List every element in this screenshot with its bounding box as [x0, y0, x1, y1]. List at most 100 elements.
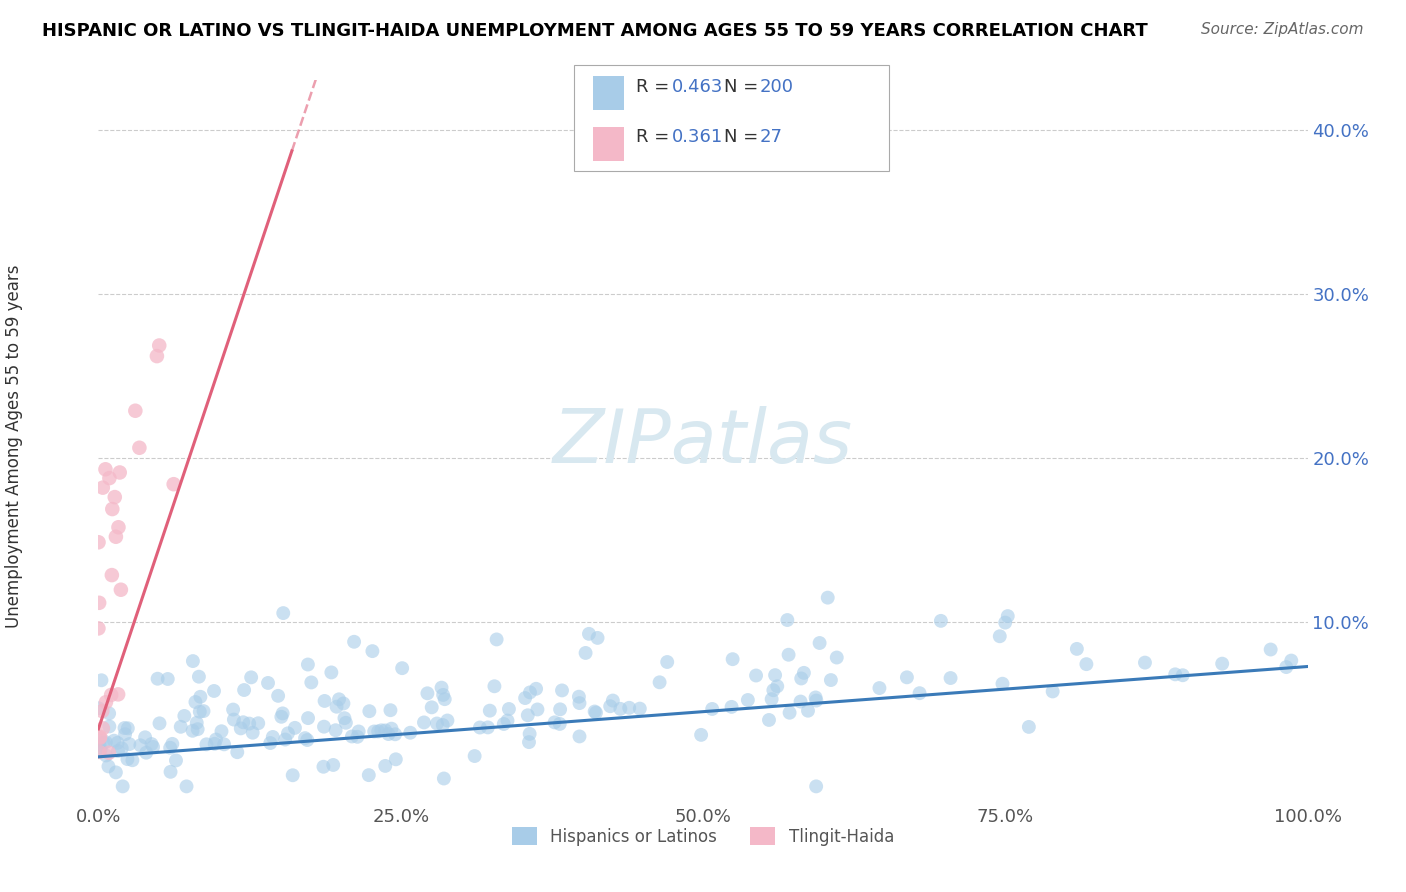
Point: [173, 709, 195, 723]
Point: [135, 746, 157, 760]
Point: [1279, 654, 1302, 668]
Text: 200: 200: [759, 78, 793, 96]
Point: [776, 613, 799, 627]
Point: [165, 753, 187, 767]
Point: [233, 683, 256, 698]
Point: [114, 727, 136, 741]
Point: [187, 722, 209, 736]
Point: [107, 520, 129, 534]
Point: [114, 721, 136, 735]
Point: [468, 721, 491, 735]
Point: [363, 724, 385, 739]
Point: [657, 655, 679, 669]
Point: [271, 606, 294, 620]
Point: [908, 686, 931, 700]
Point: [1133, 656, 1156, 670]
Point: [779, 706, 801, 720]
Point: [97, 759, 120, 773]
Point: [104, 490, 127, 504]
Point: [464, 749, 486, 764]
Point: [193, 704, 215, 718]
Point: [333, 711, 356, 725]
Point: [825, 650, 848, 665]
Point: [89, 731, 111, 745]
Point: [778, 648, 800, 662]
Point: [436, 714, 458, 728]
Point: [380, 722, 402, 736]
Point: [270, 710, 292, 724]
Point: [87, 621, 110, 635]
Point: [517, 735, 540, 749]
Point: [551, 683, 574, 698]
Text: 0.361: 0.361: [672, 128, 723, 145]
Point: [496, 714, 519, 728]
Point: [430, 681, 453, 695]
Point: [868, 681, 890, 695]
Point: [1171, 668, 1194, 682]
Point: [107, 736, 129, 750]
Point: [238, 716, 260, 731]
Point: [148, 338, 170, 352]
Point: [702, 702, 724, 716]
Point: [294, 731, 316, 746]
Point: [790, 672, 813, 686]
Point: [340, 730, 363, 744]
Point: [146, 349, 169, 363]
Point: [413, 715, 436, 730]
Point: [181, 654, 204, 668]
Point: [89, 745, 111, 759]
Point: [156, 672, 179, 686]
Point: [720, 699, 742, 714]
Point: [374, 723, 396, 738]
Point: [1066, 641, 1088, 656]
Point: [377, 727, 399, 741]
Point: [761, 692, 783, 706]
Point: [89, 745, 111, 759]
Point: [110, 582, 132, 597]
Point: [94, 695, 117, 709]
Point: [384, 727, 406, 741]
Text: ZIPatlas: ZIPatlas: [553, 406, 853, 477]
Point: [281, 768, 304, 782]
Point: [599, 699, 621, 714]
Point: [359, 704, 381, 718]
Point: [343, 634, 366, 648]
Point: [186, 715, 208, 730]
Point: [361, 644, 384, 658]
Point: [101, 568, 124, 582]
Point: [820, 673, 842, 687]
Point: [793, 665, 815, 680]
Point: [806, 693, 828, 707]
Point: [433, 772, 456, 786]
Point: [91, 481, 114, 495]
Point: [391, 661, 413, 675]
Point: [586, 631, 609, 645]
Point: [271, 706, 294, 721]
Point: [325, 699, 347, 714]
Point: [335, 715, 357, 730]
Point: [89, 734, 111, 748]
Point: [94, 735, 117, 749]
Point: [619, 700, 641, 714]
Point: [322, 758, 344, 772]
Point: [380, 703, 402, 717]
Point: [111, 741, 134, 756]
Point: [766, 679, 789, 693]
Point: [267, 689, 290, 703]
Point: [124, 403, 146, 417]
Point: [222, 713, 245, 727]
Point: [117, 721, 139, 735]
Point: [142, 739, 165, 754]
Point: [367, 724, 389, 739]
Point: [277, 726, 299, 740]
Point: [89, 730, 111, 744]
Point: [1018, 720, 1040, 734]
Point: [98, 471, 121, 485]
Point: [104, 530, 127, 544]
Point: [628, 701, 651, 715]
Point: [763, 668, 786, 682]
Point: [602, 693, 624, 707]
Point: [399, 725, 422, 739]
Point: [498, 702, 520, 716]
Point: [176, 780, 198, 794]
